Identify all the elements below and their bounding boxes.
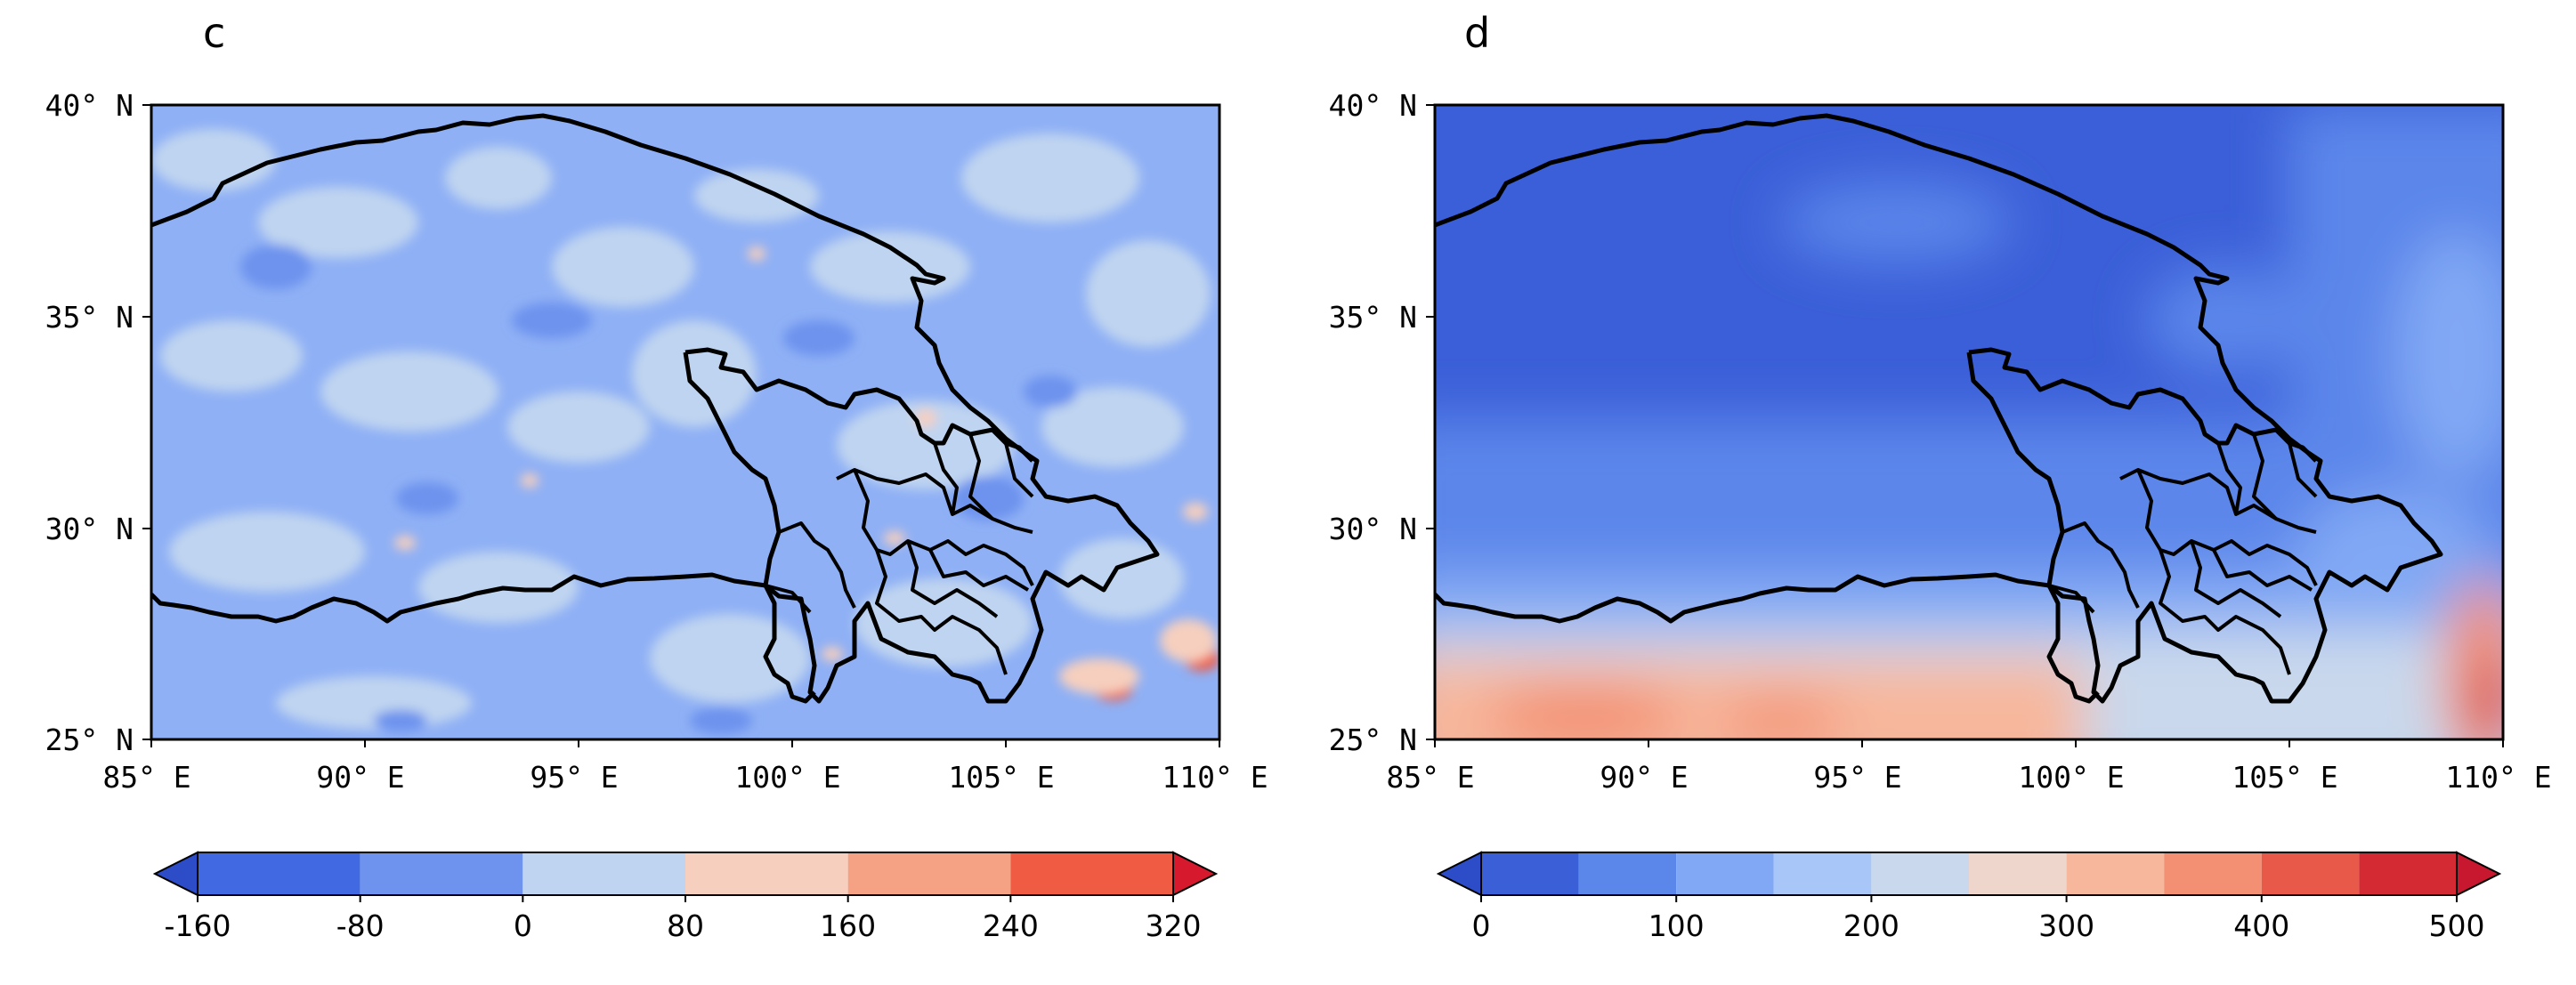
x-tick-label: 90° E xyxy=(316,760,404,795)
x-tick-label: 95° E xyxy=(1813,760,1901,795)
colorbar-segment xyxy=(360,852,523,895)
colorbar-tick-label: 400 xyxy=(2233,908,2289,943)
colorbar-over-arrow xyxy=(2456,851,2502,897)
map-field xyxy=(151,105,1219,739)
x-tick-label: 100° E xyxy=(2018,760,2124,795)
x-tick-label: 85° E xyxy=(1386,760,1474,795)
map-field xyxy=(1435,105,2503,739)
colorbar-tick-label: 200 xyxy=(1843,908,1900,943)
colorbar-segment xyxy=(685,852,848,895)
x-tick-label: 110° E xyxy=(2445,760,2551,795)
colorbar-segment xyxy=(2359,852,2457,895)
colorbar-tick-label: -80 xyxy=(336,908,385,943)
x-tick-label: 90° E xyxy=(1600,760,1688,795)
colorbar-tick-label: 100 xyxy=(1648,908,1705,943)
colorbar-under-arrow xyxy=(152,851,198,897)
colorbar: 0 100 200 300 400 500 xyxy=(1436,851,2502,943)
panel-d: d xyxy=(1329,9,2552,943)
y-tick-label: 30° N xyxy=(45,512,134,546)
colorbar-segment xyxy=(847,852,1011,895)
colorbar-over-arrow xyxy=(1172,851,1219,897)
map-frame xyxy=(150,103,1221,741)
y-tick-label: 40° N xyxy=(45,88,134,123)
x-tick-label: 95° E xyxy=(530,760,618,795)
x-tick-label: 105° E xyxy=(2232,760,2337,795)
panel-title: c xyxy=(203,9,225,57)
y-axis: 40° N 35° N 30° N 25° N xyxy=(45,88,151,757)
colorbar-segment xyxy=(1773,852,1872,895)
colorbar-segment xyxy=(1676,852,1774,895)
colorbar: -160 -80 0 80 160 240 320 xyxy=(152,851,1219,943)
colorbar-segment xyxy=(1481,852,1579,895)
x-axis: 85° E 90° E 95° E 100° E 105° E 110° E xyxy=(1386,739,2552,795)
x-tick-label: 110° E xyxy=(1162,760,1268,795)
y-tick-label: 35° N xyxy=(1329,300,1417,335)
colorbar-tick-label: -160 xyxy=(165,908,231,943)
panel-title: d xyxy=(1464,9,1490,57)
colorbar-segment xyxy=(1578,852,1677,895)
colorbar-frame xyxy=(1480,852,2458,896)
y-tick-label: 25° N xyxy=(45,723,134,757)
colorbar-tick-label: 320 xyxy=(1146,908,1202,943)
colorbar-segment xyxy=(1871,852,1969,895)
panel-c: c xyxy=(45,9,1268,943)
colorbar-tick-label: 0 xyxy=(1472,908,1491,943)
colorbar-segment xyxy=(2261,852,2360,895)
map-frame xyxy=(1433,103,2505,741)
colorbar-segment xyxy=(522,852,685,895)
x-tick-label: 85° E xyxy=(102,760,190,795)
colorbar-segment xyxy=(2066,852,2165,895)
colorbar-tick-label: 240 xyxy=(983,908,1039,943)
x-axis: 85° E 90° E 95° E 100° E 105° E 110° E xyxy=(102,739,1268,795)
x-tick-label: 100° E xyxy=(734,760,840,795)
colorbar-segment xyxy=(1010,852,1173,895)
colorbar-segment xyxy=(2164,852,2262,895)
x-tick-label: 105° E xyxy=(948,760,1054,795)
colorbar-tick-label: 0 xyxy=(514,908,532,943)
y-tick-label: 30° N xyxy=(1329,512,1417,546)
colorbar-tick-label: 80 xyxy=(667,908,704,943)
y-axis: 40° N 35° N 30° N 25° N xyxy=(1329,88,1435,757)
colorbar-tick-label: 500 xyxy=(2429,908,2485,943)
y-tick-label: 35° N xyxy=(45,300,134,335)
colorbar-tick-label: 300 xyxy=(2038,908,2094,943)
colorbar-under-arrow xyxy=(1436,851,1482,897)
y-tick-label: 25° N xyxy=(1329,723,1417,757)
colorbar-tick-label: 160 xyxy=(820,908,876,943)
colorbar-segment xyxy=(198,852,360,895)
y-tick-label: 40° N xyxy=(1329,88,1417,123)
colorbar-segment xyxy=(1969,852,2067,895)
